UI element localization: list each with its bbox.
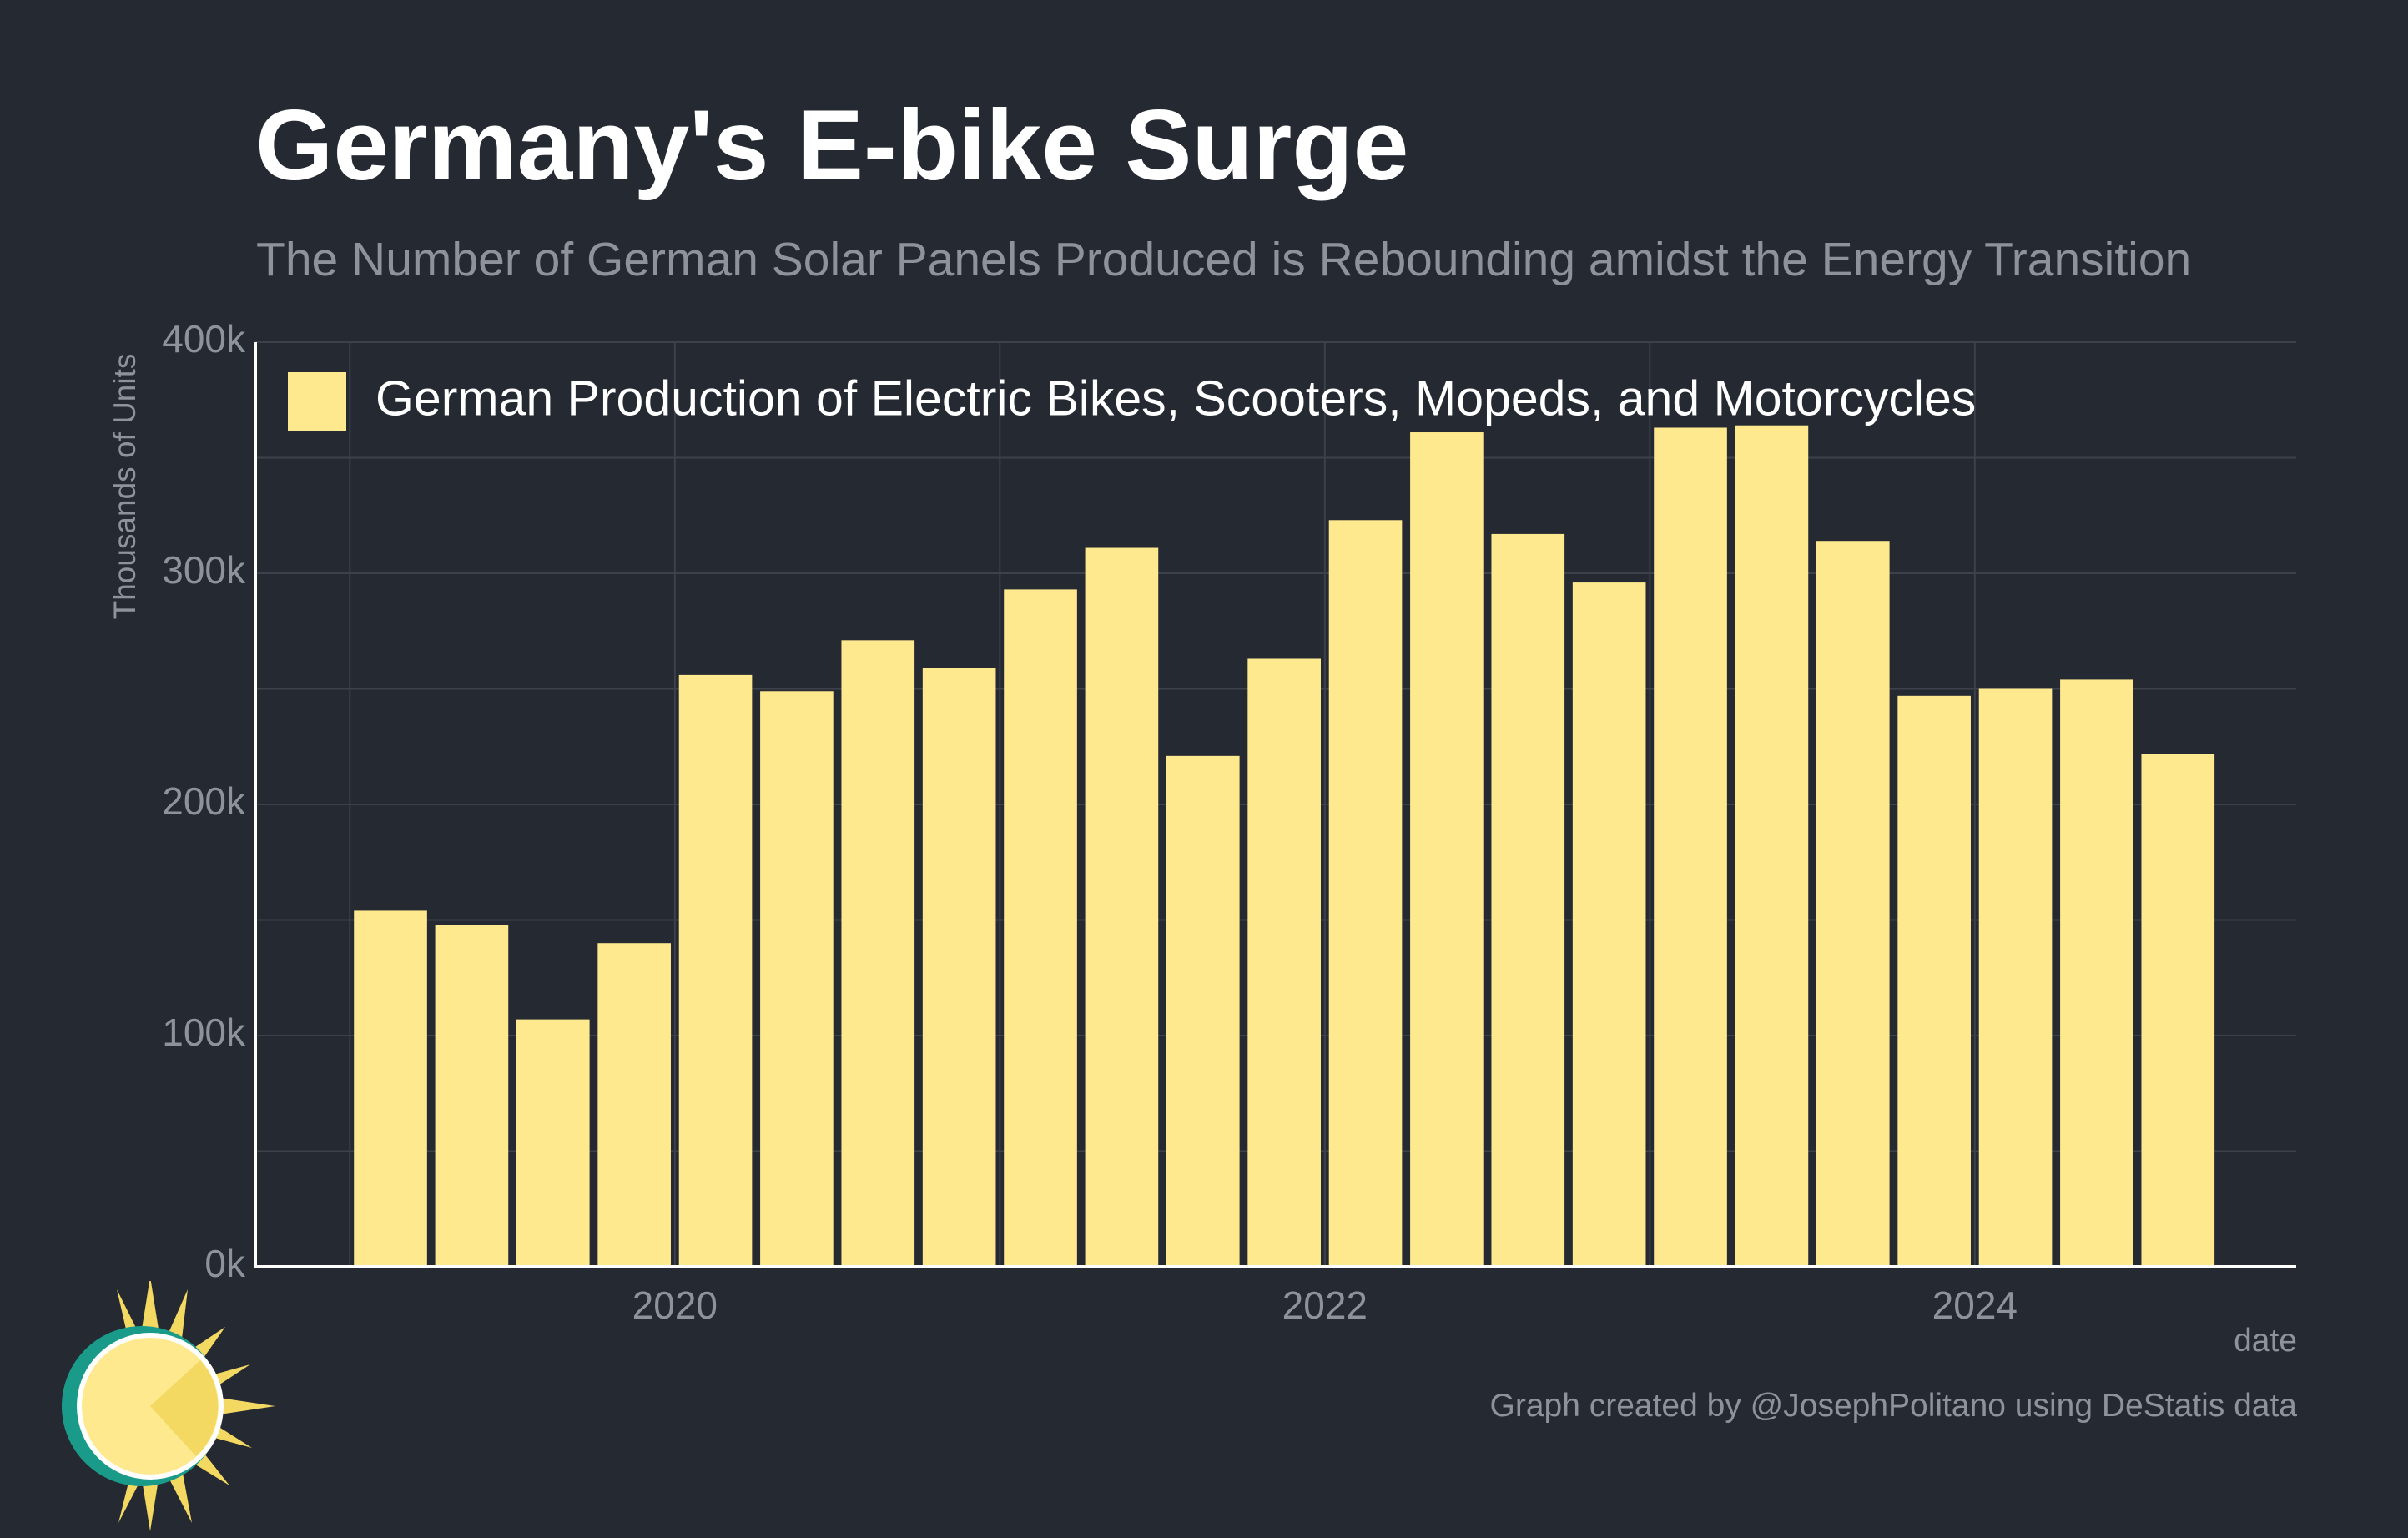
bars [354, 425, 2215, 1268]
source-caption: Graph created by @JosephPolitano using D… [1489, 1388, 2298, 1424]
bar [1897, 695, 1971, 1267]
bar [1491, 533, 1565, 1267]
sun-logo-icon [62, 1281, 275, 1531]
bar [2141, 754, 2215, 1267]
x-tick-label: 2022 [1282, 1283, 1368, 1327]
bar [1166, 755, 1240, 1267]
y-tick-label: 200k [162, 779, 246, 823]
legend-swatch [288, 372, 346, 431]
bar [1654, 427, 1727, 1267]
bar [1328, 520, 1403, 1267]
bar [1572, 582, 1646, 1267]
y-tick-label: 400k [162, 317, 246, 361]
chart-subtitle: The Number of German Solar Panels Produc… [256, 233, 2192, 286]
bar [435, 925, 509, 1267]
bar [354, 910, 427, 1267]
y-tick-labels: 0k 100k 200k 300k 400k [162, 317, 246, 1285]
bar [1816, 541, 1890, 1267]
y-tick-label: 100k [162, 1011, 246, 1054]
legend: German Production of Electric Bikes, Sco… [288, 371, 1976, 431]
legend-label: German Production of Electric Bikes, Sco… [375, 371, 1976, 426]
bar [1978, 688, 2053, 1267]
bar [2060, 679, 2133, 1267]
bar [597, 943, 671, 1267]
bar [841, 640, 915, 1267]
bar [922, 668, 996, 1267]
bar [1735, 425, 1809, 1268]
bar [678, 674, 753, 1267]
bar [1085, 547, 1159, 1267]
axes [254, 342, 2296, 1268]
x-tick-labels: 2020 2022 2024 [632, 1283, 2018, 1327]
x-tick-label: 2024 [1932, 1283, 2018, 1327]
y-tick-label: 300k [162, 548, 246, 592]
bar [516, 1019, 590, 1267]
x-axis-label: date [2234, 1323, 2297, 1359]
x-tick-label: 2020 [632, 1283, 718, 1327]
bar [1247, 658, 1321, 1267]
chart-title: Germany's E-bike Surge [255, 89, 1409, 201]
bar [1410, 432, 1484, 1267]
bar [1004, 589, 1077, 1267]
bar [760, 691, 834, 1267]
y-tick-label: 0k [204, 1242, 246, 1285]
